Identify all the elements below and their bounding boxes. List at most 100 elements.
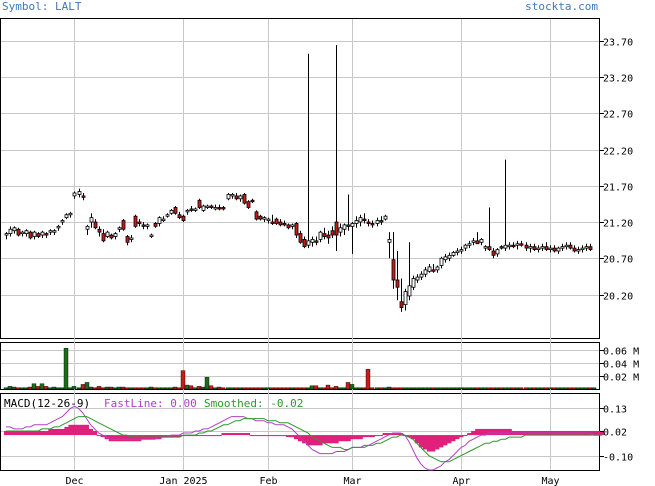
volume-bar <box>305 387 311 390</box>
candle-body <box>350 223 355 227</box>
candle-body <box>511 244 516 248</box>
candle-body <box>197 199 202 208</box>
candle-body <box>306 240 311 246</box>
volume-bar <box>59 387 65 390</box>
macd-hist-bar <box>221 433 226 436</box>
candle-body <box>238 195 243 200</box>
candle-body <box>157 217 162 224</box>
macd-hist-bar <box>72 424 77 436</box>
macd-hist-bar <box>265 435 271 437</box>
volume-bar <box>398 387 404 390</box>
volume-bar <box>281 387 287 390</box>
macd-hist-bar <box>4 430 9 436</box>
volume-bar <box>92 387 98 390</box>
volume-bar <box>490 387 496 390</box>
candle-body <box>370 223 375 226</box>
candle-body <box>8 228 13 234</box>
candle-body <box>419 273 424 278</box>
macd-hist-bar <box>322 435 327 444</box>
volume-bar <box>575 387 581 390</box>
macd-hist-bar <box>455 435 460 440</box>
price-panel <box>0 18 600 339</box>
macd-hist-bar <box>253 435 259 437</box>
macd-hist-bar <box>378 435 383 437</box>
volume-bar <box>140 387 146 390</box>
macd-hist-bar <box>193 435 198 437</box>
candle-body <box>117 227 122 230</box>
macd-tick-label: 0.13 <box>603 405 627 416</box>
candle-body <box>137 221 142 224</box>
volume-bar <box>124 387 130 390</box>
volume-bar <box>112 387 118 390</box>
candle-body <box>125 236 130 243</box>
volume-bar <box>100 387 106 390</box>
macd-hist-bar <box>52 428 57 436</box>
price-tick-label: 23.20 <box>603 74 633 85</box>
candle-body <box>395 279 400 288</box>
volume-bar <box>535 387 541 390</box>
volume-bar <box>120 386 126 390</box>
volume-bar <box>132 387 138 390</box>
candle-body <box>342 224 347 230</box>
candle-body <box>262 217 267 220</box>
macd-hist-bar <box>277 435 283 437</box>
volume-bar <box>567 387 573 390</box>
macd-hist-bar <box>209 435 214 437</box>
candle-body <box>298 233 303 243</box>
candle-body <box>334 221 339 236</box>
volume-bar <box>301 387 307 390</box>
volume-bar <box>523 387 529 390</box>
macd-hist-bar <box>88 428 93 436</box>
macd-hist-bar <box>406 435 412 438</box>
price-tick-label: 20.70 <box>603 255 633 266</box>
volume-bar <box>293 387 299 390</box>
volume-bar <box>458 387 464 390</box>
candle-body <box>246 201 251 208</box>
macd-hist-bar <box>600 430 605 436</box>
volume-bar <box>361 387 367 390</box>
macd-hist-bar <box>161 435 166 438</box>
candle-body <box>564 244 569 248</box>
volume-bar <box>466 387 472 390</box>
volume-bar <box>587 387 593 390</box>
candle-body <box>302 238 307 248</box>
candle-body <box>423 269 428 275</box>
candle-body <box>548 247 553 251</box>
macd-hist-bar <box>68 424 73 436</box>
candle-body <box>250 199 255 203</box>
candle-body <box>97 228 102 233</box>
macd-hist-bar <box>297 435 303 442</box>
volume-bar <box>369 387 375 390</box>
volume-bar <box>67 387 73 390</box>
macd-hist-bar <box>306 435 311 446</box>
candle-body <box>133 215 138 227</box>
macd-hist-bar <box>64 426 69 436</box>
volume-bar <box>180 370 186 390</box>
macd-hist-bar <box>495 428 500 436</box>
macd-hist-bar <box>446 435 452 444</box>
macd-hist-bar <box>426 435 432 452</box>
volume-bar <box>172 386 178 390</box>
candle-body <box>169 209 174 214</box>
candle-body <box>20 231 25 235</box>
macd-hist-bar <box>36 430 41 436</box>
macd-hist-bar <box>491 428 496 436</box>
candle-body <box>32 231 37 237</box>
candle-body <box>56 225 61 229</box>
volume-bar <box>518 387 524 390</box>
candle-body <box>391 259 396 281</box>
candle-body <box>254 211 259 220</box>
candle-body <box>576 249 581 252</box>
smoothed-label: Smoothed: -0.02 <box>204 397 303 410</box>
candle-body <box>282 223 287 226</box>
volume-bar <box>80 384 86 390</box>
candle-body <box>270 221 275 224</box>
macd-hist-bar <box>285 435 291 438</box>
volume-bar <box>482 387 488 390</box>
candle-body <box>407 285 412 297</box>
macd-hist-bar <box>165 435 170 438</box>
volume-bar <box>273 387 279 390</box>
volume-bar <box>430 387 436 390</box>
macd-hist-bar <box>362 435 367 438</box>
